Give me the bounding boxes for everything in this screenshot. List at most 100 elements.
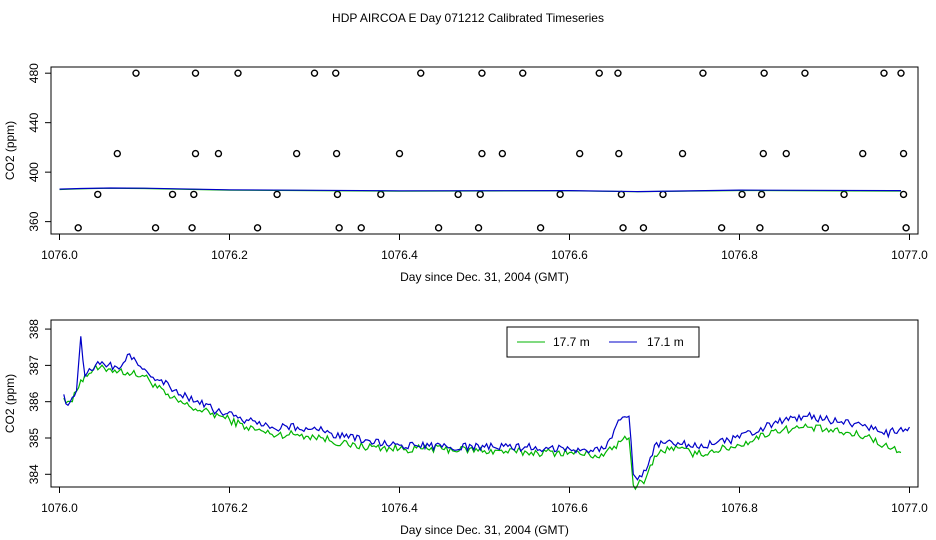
observation-point bbox=[519, 69, 527, 77]
bottom-x-tick-label: 1076.6 bbox=[551, 501, 588, 515]
observation-point bbox=[478, 149, 486, 158]
observation-point bbox=[576, 149, 584, 158]
top-y-axis-label: CO2 (ppm) bbox=[3, 121, 17, 180]
observation-point bbox=[190, 190, 198, 199]
top-x-tick-label: 1076.8 bbox=[721, 248, 758, 262]
legend-label-17-1m: 17.1 m bbox=[647, 335, 684, 349]
observation-point bbox=[859, 149, 867, 158]
top-series-lines bbox=[59, 187, 902, 193]
bottom-x-axis-label: Day since Dec. 31, 2004 (GMT) bbox=[400, 523, 569, 537]
observation-point bbox=[332, 69, 340, 77]
observation-point bbox=[899, 149, 908, 158]
top-x-tick-label: 1076.0 bbox=[41, 248, 78, 262]
observation-point bbox=[536, 224, 545, 232]
observation-point bbox=[639, 224, 648, 232]
observation-point bbox=[717, 224, 726, 232]
observation-point bbox=[191, 69, 200, 77]
bottom-x-tick-label: 1076.8 bbox=[721, 501, 758, 515]
observation-point bbox=[357, 224, 365, 232]
observation-point bbox=[214, 149, 223, 158]
observation-point bbox=[333, 190, 342, 199]
bottom-plot-frame bbox=[50, 319, 919, 488]
observation-point bbox=[897, 69, 905, 77]
observation-point bbox=[738, 190, 746, 199]
top-x-tick-label: 1076.6 bbox=[551, 248, 588, 262]
bottom-y-tick-label: 388 bbox=[27, 319, 41, 339]
top-x-tick-label: 1076.4 bbox=[381, 248, 418, 262]
observation-point bbox=[74, 224, 82, 232]
observation-point bbox=[880, 69, 888, 77]
observation-point bbox=[332, 149, 341, 158]
observation-point bbox=[615, 149, 623, 158]
bottom-y-tick-label: 387 bbox=[27, 355, 41, 375]
top-panel-scatter: 1076.0 1076.2 1076.4 1076.6 1076.8 1077.0 360… bbox=[3, 63, 928, 284]
top-y-tick-label: 480 bbox=[27, 63, 41, 83]
observation-point bbox=[454, 190, 462, 199]
observation-point bbox=[699, 69, 707, 77]
top-x-axis-label: Day since Dec. 31, 2004 (GMT) bbox=[400, 270, 569, 284]
bottom-panel-line: 1076.0 1076.2 1076.4 1076.6 1076.8 1077.0 384… bbox=[3, 319, 928, 537]
observation-point bbox=[478, 69, 486, 77]
observation-point bbox=[191, 149, 200, 158]
observation-point bbox=[434, 224, 443, 232]
top-y-tick-label: 360 bbox=[27, 211, 41, 231]
legend: 17.7 m 17.1 m bbox=[506, 326, 700, 358]
observation-point bbox=[659, 190, 667, 199]
top-x-tick-label: 1076.2 bbox=[211, 248, 248, 262]
observation-point bbox=[821, 224, 830, 232]
observation-point bbox=[476, 190, 484, 199]
observation-point bbox=[782, 149, 790, 158]
legend-label-17-7m: 17.7 m bbox=[553, 335, 590, 349]
observation-point bbox=[756, 224, 764, 232]
top-series-line-blue bbox=[59, 187, 902, 193]
bottom-y-tick-label: 386 bbox=[27, 391, 41, 411]
observation-point bbox=[678, 149, 687, 158]
observation-point bbox=[151, 224, 160, 232]
observation-point bbox=[899, 190, 908, 199]
observation-point bbox=[801, 69, 809, 77]
top-y-tick-label: 440 bbox=[27, 112, 41, 132]
series-line-17-1m bbox=[63, 336, 911, 481]
observation-point bbox=[474, 224, 483, 232]
top-observation-points bbox=[74, 69, 910, 232]
bottom-x-tick-label: 1076.2 bbox=[211, 501, 248, 515]
bottom-x-tick-label: 1076.4 bbox=[381, 501, 418, 515]
bottom-y-axis-label: CO2 (ppm) bbox=[3, 374, 17, 433]
observation-point bbox=[617, 190, 626, 199]
observation-point bbox=[902, 224, 910, 232]
top-y-tick-label: 400 bbox=[27, 162, 41, 182]
observation-point bbox=[759, 149, 767, 158]
observation-point bbox=[335, 224, 343, 232]
top-y-axis: 360 400 440 480 bbox=[27, 63, 52, 232]
observation-point bbox=[417, 69, 425, 77]
observation-point bbox=[132, 69, 140, 77]
bottom-y-axis: 384 385 386 387 388 bbox=[27, 319, 52, 484]
observation-point bbox=[840, 190, 848, 199]
observation-point bbox=[619, 224, 627, 232]
top-x-axis: 1076.0 1076.2 1076.4 1076.6 1076.8 1077.0 bbox=[41, 233, 928, 262]
bottom-series-lines bbox=[63, 336, 911, 491]
observation-point bbox=[310, 69, 319, 77]
observation-point bbox=[498, 149, 507, 158]
top-x-tick-label: 1077.0 bbox=[891, 248, 928, 262]
observation-point bbox=[757, 190, 766, 199]
observation-point bbox=[377, 190, 385, 199]
observation-point bbox=[234, 69, 242, 77]
bottom-x-tick-label: 1076.0 bbox=[41, 501, 78, 515]
bottom-y-tick-label: 385 bbox=[27, 428, 41, 448]
observation-point bbox=[273, 190, 281, 199]
observation-point bbox=[253, 224, 262, 232]
observation-point bbox=[292, 149, 301, 158]
bottom-x-axis: 1076.0 1076.2 1076.4 1076.6 1076.8 1077.0 bbox=[41, 486, 928, 515]
series-line-17-7m bbox=[63, 364, 902, 491]
bottom-y-tick-label: 384 bbox=[27, 464, 41, 484]
observation-point bbox=[168, 190, 177, 199]
legend-box bbox=[506, 326, 700, 358]
figure-title: HDP AIRCOA E Day 071212 Calibrated Times… bbox=[332, 11, 604, 25]
observation-point bbox=[94, 190, 102, 199]
bottom-x-tick-label: 1077.0 bbox=[891, 501, 928, 515]
observation-point bbox=[188, 224, 196, 232]
observation-point bbox=[113, 149, 122, 158]
observation-point bbox=[595, 69, 603, 77]
